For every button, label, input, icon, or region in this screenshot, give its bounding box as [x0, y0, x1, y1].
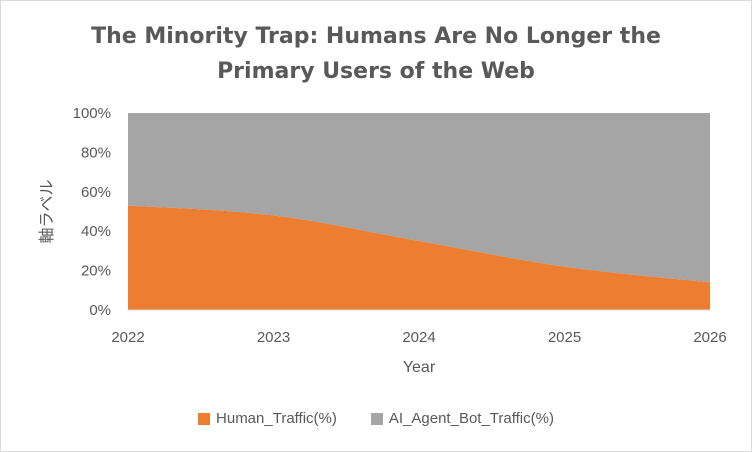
area-series-ai-agent-bot-traffic — [128, 113, 710, 283]
x-tick-label: 2026 — [693, 329, 726, 346]
y-tick-label: 40% — [81, 223, 111, 240]
x-tick-label: 2023 — [257, 329, 290, 346]
x-tick-label: 2025 — [548, 329, 581, 346]
y-tick-labels: 0% 20% 40% 60% 80% 100% — [73, 105, 111, 319]
y-tick-label: 60% — [81, 184, 111, 201]
x-tick-label: 2022 — [111, 329, 144, 346]
area-series-human-traffic — [128, 205, 710, 310]
x-axis-title: Year — [403, 359, 436, 376]
legend-item: AI_Agent_Bot_Traffic(%) — [370, 410, 554, 427]
y-tick-label: 0% — [89, 302, 111, 319]
x-tick-label: 2024 — [402, 329, 435, 346]
legend-item: Human_Traffic(%) — [198, 410, 337, 427]
legend-swatch — [198, 412, 211, 425]
y-axis-title: 軸ラベル — [38, 179, 56, 243]
area-layer — [128, 113, 710, 310]
y-tick-label: 20% — [81, 263, 111, 280]
legend-label: Human_Traffic(%) — [216, 410, 337, 427]
y-tick-label: 80% — [81, 144, 111, 161]
chart-title-line-1: The Minority Trap: Humans Are No Longer … — [91, 24, 661, 49]
y-tick-label: 100% — [73, 105, 111, 122]
chart-title-line-2: Primary Users of the Web — [217, 59, 535, 84]
legend: Human_Traffic(%) AI_Agent_Bot_Traffic(%) — [0, 410, 752, 427]
x-tick-labels: 2022 2023 2024 2025 2026 — [111, 329, 726, 346]
legend-swatch — [370, 412, 383, 425]
legend-label: AI_Agent_Bot_Traffic(%) — [388, 410, 554, 427]
